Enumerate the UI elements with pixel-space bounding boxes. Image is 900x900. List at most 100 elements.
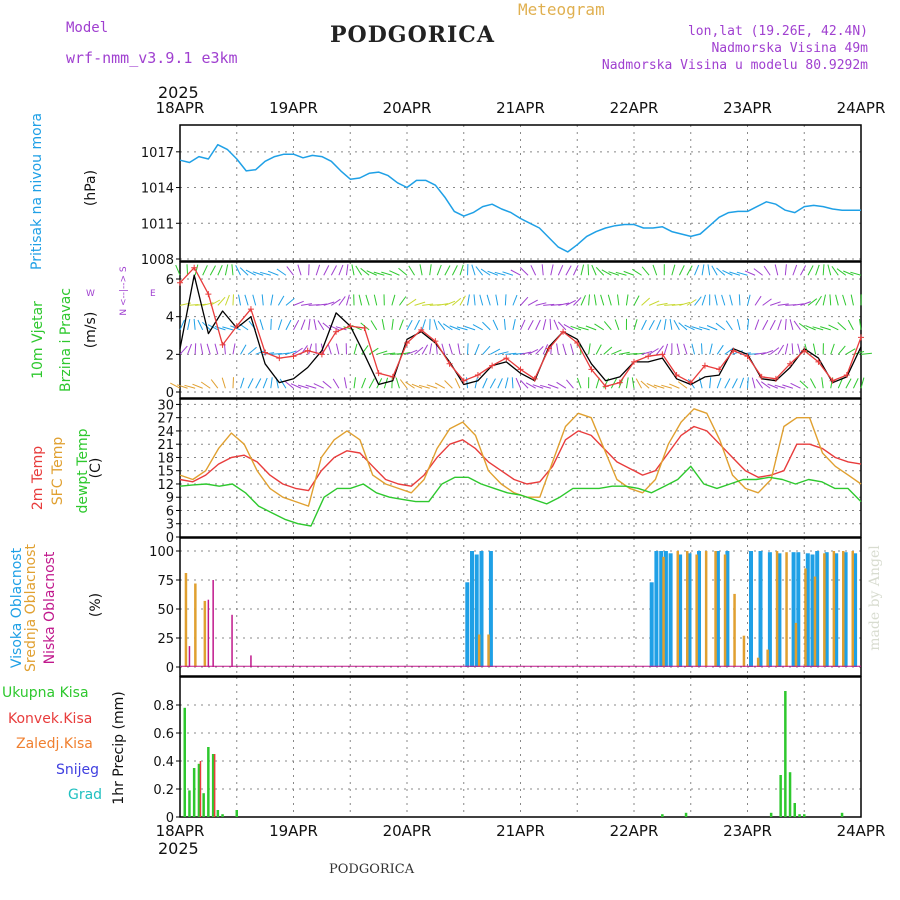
wind-arrow [678,265,685,276]
wind-arrow [467,343,469,355]
wind-arrow [673,320,680,331]
wind-arrow [457,343,461,355]
wind-arrow [754,352,766,355]
wind-arrow [176,384,188,389]
wind-arrow [736,319,741,330]
wind-arrow [580,264,585,276]
y-tick-label: 3 [166,518,174,533]
cloud-bar [714,551,717,667]
wind-arrow [640,380,650,389]
wind-arrow [261,294,264,306]
cloud-bar [785,552,788,667]
wind-arrow [827,264,832,276]
wind-arrow [368,378,375,389]
wind-arrow [467,294,470,306]
precip-bar [840,812,844,817]
wind-arrow [530,265,537,276]
cloud-bar [775,551,779,667]
wind-arrow [429,264,432,276]
precip-bar [779,775,782,817]
wind-arrow [270,318,272,330]
wind-arrow [444,265,451,276]
wind-arrow [300,319,306,331]
wind-arrow [790,382,801,389]
wind-arrow [492,319,499,331]
wind-arrow [836,268,847,276]
wind-arrow [791,343,794,355]
wind-arrow [550,264,554,276]
cloud-bar [654,551,659,667]
wind-arrow [807,298,818,306]
wind-arrow [807,265,814,276]
wind-arrow [316,303,328,306]
wind-gust-marker [531,375,538,382]
wind-arrow [676,343,680,355]
cloud-bar [477,634,481,667]
precip-bar [788,772,792,817]
wind-arrow [793,320,801,331]
cloud-bar [212,580,214,667]
wind-arrow [588,343,591,355]
wind-arrow [815,295,822,306]
wind-arrow [532,384,544,389]
wind-arrow [542,319,547,330]
wind-arrow [812,326,824,331]
wind-arrow [240,377,245,389]
wind-arrow [406,349,418,355]
wind-arrow [648,319,655,331]
wind-arrow [691,343,696,355]
wind-arrows [170,264,872,389]
cloud-bar [465,582,470,667]
wind-arrow [194,343,197,355]
wind-arrow [384,352,396,355]
x-tick-label-top: 23APR [723,99,772,117]
wind-arrow [701,264,705,276]
precip-bar [188,790,191,817]
wind-arrow [262,377,268,389]
wind-arrow [576,377,582,389]
wind-arrow [635,378,643,389]
wind-arrow [784,318,787,330]
wind-arrow [187,304,199,306]
y-tick-label: 2 [166,348,174,363]
precip-bar [235,810,238,817]
wind-gust-marker [517,366,524,373]
wind-gust-marker [659,351,666,358]
wind-arrow [381,271,393,276]
wind-arrow [338,296,346,306]
wind-arrow [722,269,733,276]
wind-arrow [641,319,647,331]
wind-arrow [444,300,456,306]
precip-bar [197,763,201,817]
precip-bar [202,793,205,817]
x-tick-label-top: 24APR [837,99,886,117]
wind-arrow [504,377,509,389]
wind-arrow [308,343,313,355]
wind-arrow [239,267,249,276]
panel-4: 0 0.2 0.4 0.6 0.8 [153,676,862,826]
y-tick-label: 6 [166,504,174,519]
wind-gust-marker [318,351,325,358]
y-tick-label: 0 [166,661,174,676]
wind-arrow [338,264,344,276]
wind-arrow [479,294,484,306]
wind-arrow [603,346,613,355]
cloud-bar [668,553,673,667]
wind-arrow [812,343,817,355]
wind-arrow [664,304,676,306]
wind-arrow [247,346,257,355]
precip-bar [784,691,787,817]
wind-arrow [286,266,294,276]
wind-arrow [701,294,706,306]
wind-gust-marker [404,340,410,347]
panel-frame [179,124,862,262]
wind-arrow [755,379,764,389]
precip-bar [661,814,664,817]
panel-frame [179,261,862,399]
x-tick-label-bottom: 21APR [496,822,545,840]
precip-bar [793,803,796,817]
y-tick-label: 27 [157,412,174,427]
wind-gust-marker [233,323,240,330]
wind-arrow [805,325,816,331]
